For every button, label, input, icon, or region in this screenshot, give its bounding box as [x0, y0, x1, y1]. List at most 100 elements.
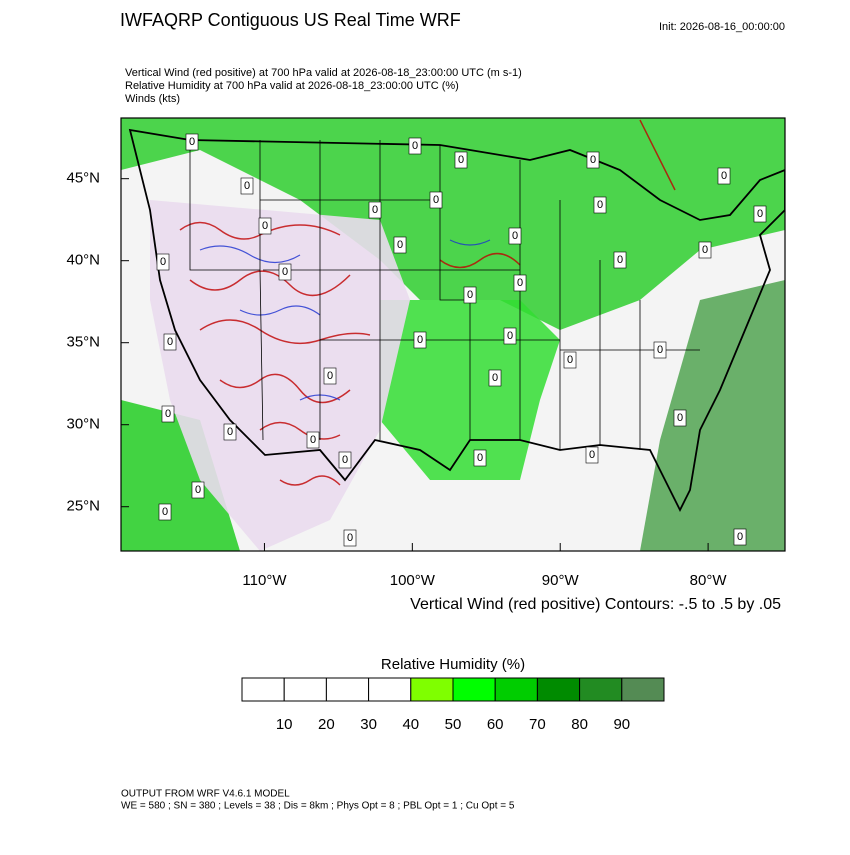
- contour-label: 0: [433, 194, 439, 206]
- colorbar-label: 40: [402, 716, 419, 733]
- contour-info: Vertical Wind (red positive) Contours: -…: [410, 596, 781, 613]
- colorbar-box: [368, 677, 412, 702]
- contour-label: 0: [162, 506, 168, 518]
- lon-tick-label: 90°W: [542, 572, 580, 589]
- contour-label-box: [753, 205, 767, 223]
- contour-label: 0: [165, 408, 171, 420]
- contour-label-box: [343, 529, 357, 547]
- humidity-area: [640, 280, 785, 551]
- field-line: Relative Humidity at 700 hPa valid at 20…: [125, 80, 459, 92]
- contour-label: 0: [737, 531, 743, 543]
- contour-label-box: [258, 217, 272, 235]
- contour-label-box: [338, 451, 352, 469]
- colorbar-label: 70: [529, 716, 546, 733]
- colorbar-label: 10: [276, 716, 293, 733]
- contour-label-box: [513, 274, 527, 292]
- contour-label: 0: [327, 370, 333, 382]
- contour-label-box: [413, 331, 427, 349]
- contour-label: 0: [167, 336, 173, 348]
- contour-label: 0: [372, 204, 378, 216]
- contour-label-box: [733, 528, 747, 546]
- contour-label: 0: [477, 452, 483, 464]
- field-line: Winds (kts): [125, 93, 180, 105]
- contour-label-box: [163, 333, 177, 351]
- contour-label: 0: [757, 208, 763, 220]
- map-frame: [120, 117, 786, 552]
- title: IWFAQRP Contiguous US Real Time WRF: [120, 10, 461, 30]
- lat-tick-label: 30°N: [66, 416, 100, 433]
- colorbar-label: 50: [445, 716, 462, 733]
- field-line: Vertical Wind (red positive) at 700 hPa …: [125, 67, 522, 79]
- contour-label: 0: [244, 180, 250, 192]
- colorbar-box: [452, 677, 496, 702]
- contour-label-box: [698, 241, 712, 259]
- footer-line: OUTPUT FROM WRF V4.6.1 MODEL: [121, 789, 290, 800]
- contour-label: 0: [195, 484, 201, 496]
- contour-label-box: [508, 227, 522, 245]
- colorbar-box: [325, 677, 370, 702]
- contour-label-box: [240, 177, 254, 195]
- colorbar-title: Relative Humidity (%): [381, 656, 525, 673]
- colorbar-box: [536, 677, 581, 702]
- contour-label: 0: [517, 277, 523, 289]
- contour-label: 0: [262, 220, 268, 232]
- contour-label-box: [454, 151, 468, 169]
- contour-label-box: [473, 449, 487, 467]
- contour-label-box: [393, 236, 407, 254]
- contour-label: 0: [507, 330, 513, 342]
- colorbar-label: 20: [318, 716, 335, 733]
- lat-tick-label: 35°N: [66, 334, 100, 351]
- map-field: [121, 118, 785, 551]
- lon-tick-label: 110°W: [242, 572, 287, 589]
- state-borders: [189, 140, 700, 450]
- contour-label-box: [158, 503, 172, 521]
- contour-label: 0: [589, 449, 595, 461]
- contour-label: 0: [412, 140, 418, 152]
- colorbar-label: 80: [571, 716, 588, 733]
- contour-label: 0: [597, 199, 603, 211]
- contour-label: 0: [189, 136, 195, 148]
- contour-label-box: [185, 133, 199, 151]
- contour-label: 0: [721, 170, 727, 182]
- contour-label: 0: [567, 354, 573, 366]
- lat-tick-label: 25°N: [66, 498, 100, 515]
- contour-label-box: [613, 251, 627, 269]
- contour-label: 0: [458, 154, 464, 166]
- contour-label: 0: [310, 434, 316, 446]
- contour-label-box: [488, 369, 502, 387]
- contour-label: 0: [347, 532, 353, 544]
- colorbar-box: [283, 677, 327, 702]
- contour-label: 0: [417, 334, 423, 346]
- contour-label: 0: [282, 266, 288, 278]
- contour-label: 0: [617, 254, 623, 266]
- lat-tick-label: 40°N: [66, 252, 100, 269]
- contour-label: 0: [590, 154, 596, 166]
- contour-label-box: [278, 263, 292, 281]
- contour-label-box: [563, 351, 577, 369]
- colorbar-box: [579, 677, 623, 702]
- contour-label: 0: [160, 256, 166, 268]
- contour-label: 0: [342, 454, 348, 466]
- contour-label-box: [673, 409, 687, 427]
- contour-label: 0: [492, 372, 498, 384]
- contour-label-box: [306, 431, 320, 449]
- contour-label-box: [463, 286, 477, 304]
- contour-label: 0: [512, 230, 518, 242]
- colorbar-label: 60: [487, 716, 504, 733]
- contour-label-box: [429, 191, 443, 209]
- downdraft-contours: [199, 239, 491, 401]
- contour-label: 0: [677, 412, 683, 424]
- contour-label: 0: [467, 289, 473, 301]
- colorbar-box: [494, 677, 538, 702]
- colorbar-label: 90: [613, 716, 630, 733]
- contour-label-box: [156, 253, 170, 271]
- contour-label-box: [161, 405, 175, 423]
- contour-label: 0: [702, 244, 708, 256]
- humidity-area: [121, 400, 240, 551]
- contour-label-box: [593, 196, 607, 214]
- contour-label-box: [585, 446, 599, 464]
- contour-label-box: [653, 341, 667, 359]
- contour-label: 0: [657, 344, 663, 356]
- contour-label-box: [323, 367, 337, 385]
